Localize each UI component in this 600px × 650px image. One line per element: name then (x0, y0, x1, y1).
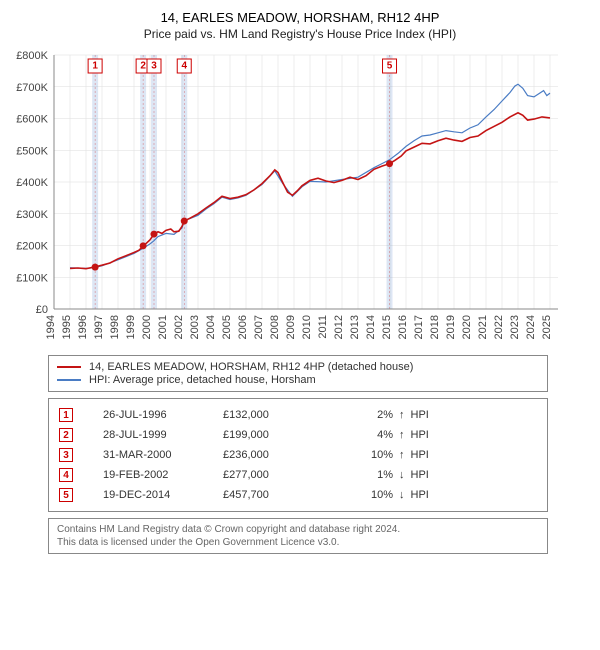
svg-text:2007: 2007 (253, 315, 265, 339)
svg-text:2023: 2023 (509, 315, 521, 339)
legend-label: 14, EARLES MEADOW, HORSHAM, RH12 4HP (de… (89, 361, 413, 373)
tx-badge: 2 (59, 428, 73, 442)
tx-rel-label: HPI (411, 449, 429, 461)
footer-line1: Contains HM Land Registry data © Crown c… (57, 523, 539, 536)
legend-item: 14, EARLES MEADOW, HORSHAM, RH12 4HP (de… (57, 361, 539, 373)
legend-swatch (57, 366, 81, 368)
legend-item: HPI: Average price, detached house, Hors… (57, 374, 539, 386)
svg-text:1999: 1999 (125, 315, 137, 339)
svg-text:2018: 2018 (429, 315, 441, 339)
tx-pct: 10% (343, 489, 393, 501)
arrow-up-icon: ↑ (399, 449, 405, 461)
chart-container: £0 £100K £200K £300K £400K £500K £600K £700K £80… (8, 47, 592, 347)
tx-date: 26-JUL-1996 (103, 409, 223, 421)
svg-text:2016: 2016 (397, 315, 409, 339)
svg-text:£0: £0 (36, 304, 48, 316)
tx-price: £132,000 (223, 409, 343, 421)
svg-text:2020: 2020 (461, 315, 473, 339)
svg-text:2017: 2017 (413, 315, 425, 339)
svg-text:1994: 1994 (45, 315, 57, 339)
tx-badge: 3 (59, 448, 73, 462)
svg-text:2013: 2013 (349, 315, 361, 339)
svg-text:2014: 2014 (365, 315, 377, 339)
legend-swatch (57, 379, 81, 381)
svg-text:2009: 2009 (285, 315, 297, 339)
svg-text:2024: 2024 (525, 315, 537, 339)
tx-price: £236,000 (223, 449, 343, 461)
tx-pct: 4% (343, 429, 393, 441)
transactions-table: 1 26-JUL-1996£132,0002% ↑ HPI 2 28-JUL-1999£1… (48, 398, 548, 512)
transaction-row: 4 19-FEB-2002£277,0001% ↓ HPI (49, 465, 547, 485)
svg-text:2006: 2006 (237, 315, 249, 339)
tx-badge: 4 (59, 468, 73, 482)
svg-text:2019: 2019 (445, 315, 457, 339)
svg-text:5: 5 (387, 61, 393, 72)
svg-text:1: 1 (92, 61, 98, 72)
transaction-row: 5 19-DEC-2014£457,70010% ↓ HPI (49, 485, 547, 505)
svg-text:1996: 1996 (77, 315, 89, 339)
tx-rel-label: HPI (411, 489, 429, 501)
svg-text:2001: 2001 (157, 315, 169, 339)
tx-pct: 1% (343, 469, 393, 481)
arrow-down-icon: ↓ (399, 469, 405, 481)
footer-line2: This data is licensed under the Open Gov… (57, 536, 539, 549)
svg-text:1997: 1997 (93, 315, 105, 339)
tx-rel-label: HPI (411, 469, 429, 481)
price-chart: £0 £100K £200K £300K £400K £500K £600K £700K £80… (8, 47, 568, 347)
footer-attribution: Contains HM Land Registry data © Crown c… (48, 518, 548, 554)
svg-text:2011: 2011 (317, 315, 329, 339)
svg-text:£800K: £800K (16, 50, 48, 62)
svg-text:2003: 2003 (189, 315, 201, 339)
page-subtitle: Price paid vs. HM Land Registry's House … (8, 27, 592, 41)
tx-rel-label: HPI (411, 429, 429, 441)
svg-text:2012: 2012 (333, 315, 345, 339)
svg-text:£200K: £200K (16, 241, 48, 253)
svg-text:2010: 2010 (301, 315, 313, 339)
svg-text:4: 4 (181, 61, 187, 72)
tx-price: £457,700 (223, 489, 343, 501)
legend: 14, EARLES MEADOW, HORSHAM, RH12 4HP (de… (48, 355, 548, 392)
svg-text:£100K: £100K (16, 272, 48, 284)
tx-date: 31-MAR-2000 (103, 449, 223, 461)
svg-text:2004: 2004 (205, 315, 217, 339)
tx-badge: 1 (59, 408, 73, 422)
tx-pct: 2% (343, 409, 393, 421)
transaction-row: 2 28-JUL-1999£199,0004% ↑ HPI (49, 425, 547, 445)
svg-text:£400K: £400K (16, 177, 48, 189)
arrow-up-icon: ↑ (399, 409, 405, 421)
tx-price: £199,000 (223, 429, 343, 441)
tx-date: 19-FEB-2002 (103, 469, 223, 481)
svg-text:2022: 2022 (493, 315, 505, 339)
svg-text:1995: 1995 (61, 315, 73, 339)
transaction-row: 3 31-MAR-2000£236,00010% ↑ HPI (49, 445, 547, 465)
svg-text:2015: 2015 (381, 315, 393, 339)
tx-date: 19-DEC-2014 (103, 489, 223, 501)
svg-text:2005: 2005 (221, 315, 233, 339)
svg-text:£700K: £700K (16, 82, 48, 94)
svg-text:2021: 2021 (477, 315, 489, 339)
legend-label: HPI: Average price, detached house, Hors… (89, 374, 316, 386)
svg-text:2: 2 (140, 61, 146, 72)
page-title: 14, EARLES MEADOW, HORSHAM, RH12 4HP (8, 10, 592, 25)
svg-text:3: 3 (151, 61, 157, 72)
svg-text:2002: 2002 (173, 315, 185, 339)
svg-text:1998: 1998 (109, 315, 121, 339)
tx-rel-label: HPI (411, 409, 429, 421)
svg-text:2000: 2000 (141, 315, 153, 339)
svg-text:£600K: £600K (16, 114, 48, 126)
transaction-row: 1 26-JUL-1996£132,0002% ↑ HPI (49, 405, 547, 425)
tx-date: 28-JUL-1999 (103, 429, 223, 441)
arrow-down-icon: ↓ (399, 489, 405, 501)
tx-badge: 5 (59, 488, 73, 502)
tx-price: £277,000 (223, 469, 343, 481)
svg-text:£300K: £300K (16, 209, 48, 221)
svg-text:£500K: £500K (16, 145, 48, 157)
svg-text:2008: 2008 (269, 315, 281, 339)
svg-text:2025: 2025 (541, 315, 553, 339)
tx-pct: 10% (343, 449, 393, 461)
arrow-up-icon: ↑ (399, 429, 405, 441)
